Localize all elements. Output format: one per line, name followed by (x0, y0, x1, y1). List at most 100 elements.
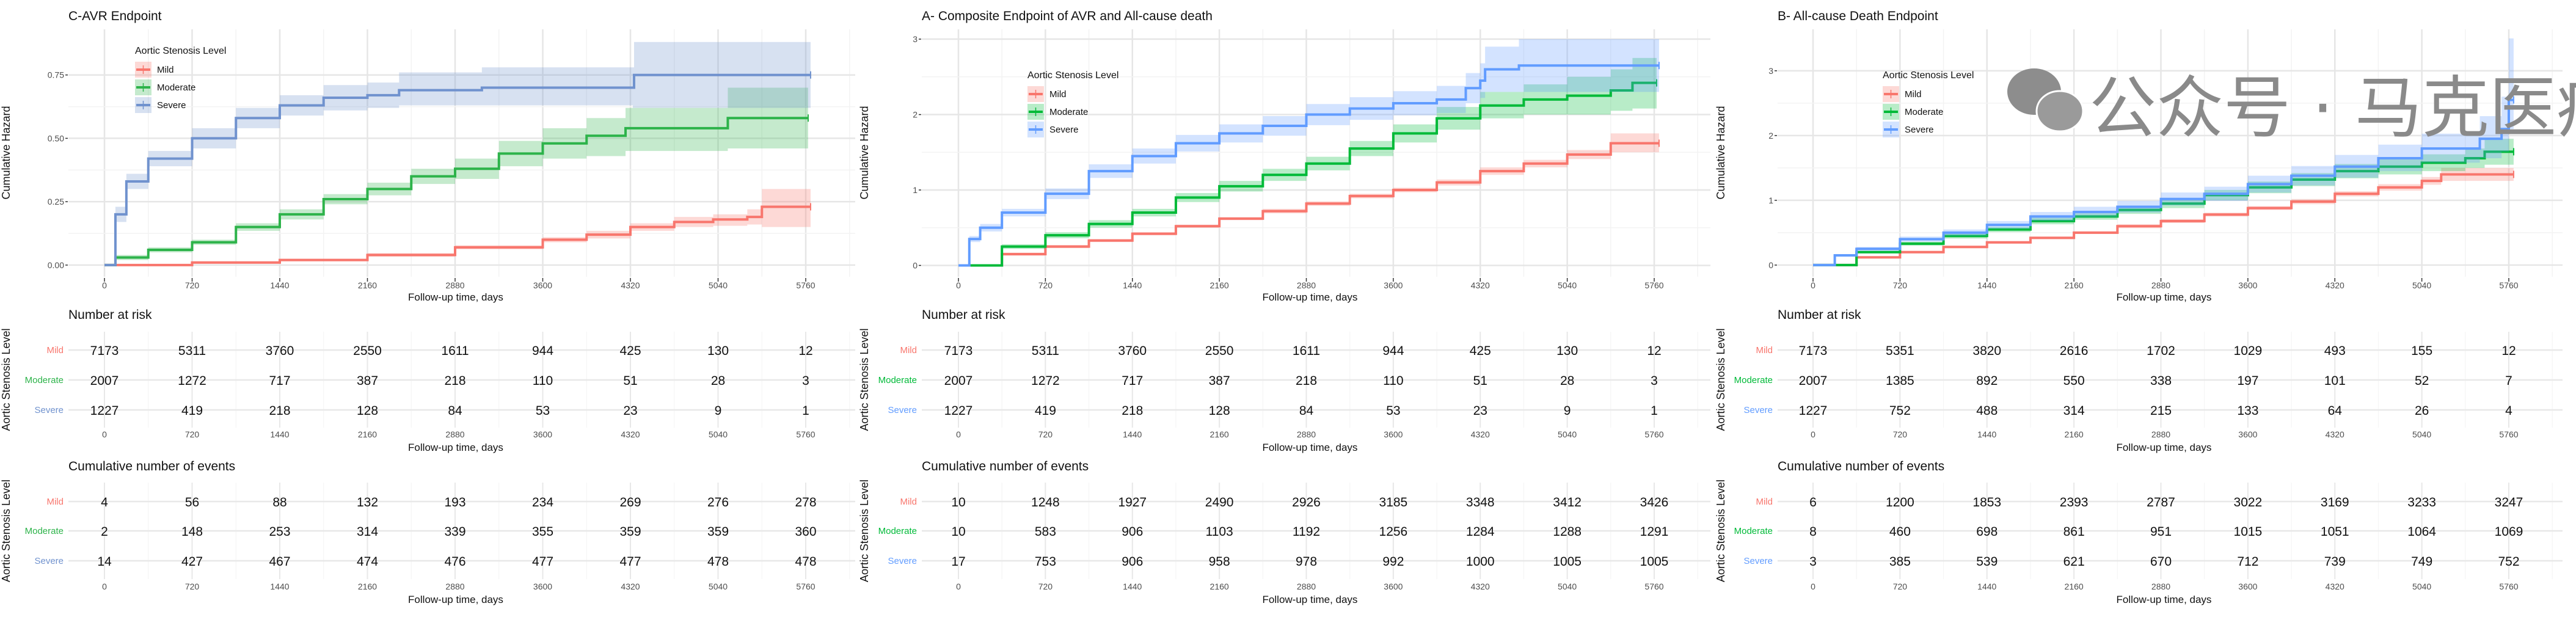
x-tick-label: 4320 (621, 429, 640, 439)
table-cell: 10 (951, 525, 965, 539)
table-cell: 17 (951, 555, 965, 569)
table-cell: 698 (1976, 525, 1998, 539)
x-tick-label: 5040 (2412, 582, 2431, 591)
table-cell: 128 (357, 404, 378, 418)
table-cell: 12 (2501, 344, 2516, 358)
legend-title: Aortic Stenosis Level (135, 46, 226, 56)
table-cell: 488 (1976, 404, 1998, 418)
table-cell: 28 (711, 374, 725, 388)
table-cell: 550 (2063, 374, 2085, 388)
table-cell: 944 (532, 344, 553, 358)
row-label-moderate: Moderate (1734, 375, 1773, 385)
table-cell: 6 (1809, 495, 1817, 509)
row-label-moderate: Moderate (25, 375, 64, 385)
y-tick-label: 0.00 (48, 260, 64, 270)
x-tick-label: 5760 (2499, 429, 2518, 439)
table-cell: 3760 (1118, 344, 1147, 358)
table-cell: 3348 (1466, 495, 1495, 509)
table-cell: 269 (619, 495, 641, 509)
wechat-logo-bubble (2035, 90, 2084, 133)
table-cell: 84 (1299, 404, 1314, 418)
table-cell: 130 (707, 344, 729, 358)
x-tick-label: 3600 (533, 280, 552, 290)
table-cell: 2007 (1799, 374, 1828, 388)
table-cell: 539 (1976, 555, 1998, 569)
table-cell: 3169 (2321, 495, 2349, 509)
row-label-mild: Mild (900, 497, 917, 507)
table-cell: 12 (798, 344, 812, 358)
table-cell: 155 (2411, 344, 2432, 358)
table-cell: 56 (185, 495, 199, 509)
panel-1: A- Composite Endpoint of AVR and All-cau… (858, 9, 1710, 605)
legend-item-mild: Mild (1905, 89, 1922, 100)
table-cell: 425 (619, 344, 641, 358)
table-cell: 3820 (1972, 344, 2001, 358)
table-cell: 359 (619, 525, 641, 539)
x-tick-label: 2880 (2151, 582, 2170, 591)
x-tick-label: 2880 (2151, 429, 2170, 439)
row-label-mild: Mild (46, 497, 64, 507)
x-tick-label: 2160 (2065, 582, 2084, 591)
chart-title: B- All-cause Death Endpoint (1778, 9, 1938, 23)
ci-band-severe (958, 39, 1659, 266)
table-cell: 992 (1382, 555, 1404, 569)
table-cell: 1192 (1293, 525, 1320, 539)
ci-band-mild (1813, 167, 2514, 265)
table-cell: 130 (1556, 344, 1578, 358)
events-table: Cumulative number of events Mild 4 56 88 132 1… (0, 459, 855, 605)
y-tick-label: 1 (913, 185, 918, 195)
table-cell: 218 (444, 374, 465, 388)
x-tick-label: 720 (185, 429, 200, 439)
x-tick-label: 5040 (2412, 280, 2431, 290)
table-cell: 1272 (178, 374, 206, 388)
y-axis-label: Aortic Stenosis Level (0, 480, 12, 582)
x-tick-label: 720 (1893, 429, 1908, 439)
table-cell: 9 (1564, 404, 1571, 418)
x-tick-label: 0 (102, 280, 107, 290)
x-axis-label: Follow-up time, days (408, 442, 503, 453)
table-cell: 2393 (2060, 495, 2089, 509)
x-tick-label: 3600 (2238, 582, 2257, 591)
table-cell: 906 (1122, 525, 1143, 539)
table-title: Cumulative number of events (1778, 459, 1944, 473)
table-cell: 110 (1383, 374, 1403, 388)
x-tick-label: 2880 (445, 429, 464, 439)
x-tick-label: 720 (185, 280, 200, 290)
curve-moderate (104, 117, 808, 266)
x-tick-label: 0 (956, 280, 961, 290)
table-cell: 1 (802, 404, 809, 418)
table-cell: 1284 (1466, 525, 1495, 539)
x-axis-label: Follow-up time, days (1263, 442, 1358, 453)
table-cell: 7173 (90, 344, 119, 358)
x-tick-label: 720 (1893, 582, 1908, 591)
table-cell: 460 (1889, 525, 1911, 539)
table-cell: 5311 (178, 344, 206, 358)
table-cell: 5311 (1032, 344, 1059, 358)
x-tick-label: 0 (102, 582, 107, 591)
legend-item-moderate: Moderate (1049, 107, 1088, 117)
row-label-moderate: Moderate (878, 375, 917, 385)
y-tick-label: 0.50 (48, 133, 64, 143)
table-cell: 5351 (1886, 344, 1914, 358)
legend-title: Aortic Stenosis Level (1027, 70, 1118, 81)
row-label-mild: Mild (900, 345, 917, 356)
table-cell: 951 (2150, 525, 2172, 539)
table-cell: 1256 (1379, 525, 1408, 539)
table-cell: 419 (1035, 404, 1056, 418)
row-label-severe: Severe (888, 405, 917, 415)
legend-item-moderate: Moderate (157, 82, 195, 93)
x-tick-label: 2160 (1210, 582, 1229, 591)
table-cell: 1702 (2147, 344, 2175, 358)
table-cell: 2550 (1205, 344, 1234, 358)
x-tick-label: 720 (1038, 280, 1053, 290)
table-cell: 2007 (90, 374, 119, 388)
table-cell: 2490 (1205, 495, 1234, 509)
table-cell: 193 (444, 495, 465, 509)
legend-item-moderate: Moderate (1905, 107, 1943, 117)
x-tick-label: 4320 (1471, 582, 1490, 591)
x-tick-label: 720 (1893, 280, 1908, 290)
table-cell: 752 (2498, 555, 2519, 569)
table-cell: 1611 (441, 344, 469, 358)
table-cell: 4 (2505, 404, 2512, 418)
